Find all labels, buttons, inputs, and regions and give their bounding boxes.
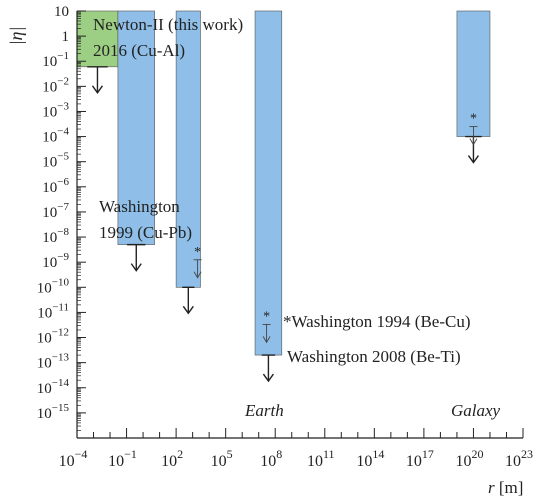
annotation-4: 1999 (Cu-Pb) [99, 223, 192, 242]
exclusion-bar-3 [175, 10, 201, 288]
x-tick-label: 105 [211, 447, 233, 470]
arrow-head [467, 155, 480, 164]
star-arrowhead-1 [193, 271, 202, 279]
x-tick-label: 1017 [406, 447, 434, 470]
annotation-3: Washington [99, 197, 180, 216]
annotations: Newton-II (this work) 2016 (Cu-Al) Washing… [93, 15, 501, 420]
star-arrowhead-2 [262, 336, 271, 344]
y-tick-label: 10−4 [42, 126, 69, 146]
star-markers: * * * [193, 112, 478, 344]
exclusion-bars [76, 10, 491, 383]
y-tick-label: 10−2 [42, 75, 69, 95]
x-tick-label: 1011 [307, 447, 335, 470]
arrow-head [182, 305, 194, 315]
y-tick-label: 10−15 [37, 402, 70, 422]
x-axis-label: r [m] [488, 478, 523, 497]
exclusion-bar-1 [76, 10, 119, 68]
x-tick-label: 10−1 [108, 447, 137, 470]
y-tick-label: 10−5 [42, 151, 69, 171]
bound-arrow-2 [130, 244, 142, 272]
arrow-head [130, 263, 142, 272]
y-tick-label: 10−1 [42, 50, 69, 70]
y-axis-label: |η| [6, 27, 26, 46]
x-tick-label: 102 [161, 447, 183, 470]
bound-arrow-4 [262, 355, 274, 383]
annotation-7: Earth [244, 401, 284, 420]
arrow-head [262, 373, 274, 383]
annotation-2: 2016 (Cu-Al) [93, 41, 185, 60]
y-tick-label: 10−13 [37, 352, 70, 372]
y-tick-label: 10−10 [37, 276, 70, 296]
star-symbol-1: * [194, 245, 201, 260]
x-tick-label: 1023 [505, 447, 533, 470]
y-tick-label: 10−9 [42, 251, 69, 271]
y-tick-label: 10−7 [42, 201, 69, 221]
bound-arrow-3 [182, 287, 194, 315]
star-symbol-3: * [470, 112, 477, 127]
annotation-6: Washington 2008 (Be-Ti) [287, 347, 461, 366]
y-tick-label: 10−8 [42, 226, 69, 246]
exclusion-bar-4 [254, 10, 283, 356]
y-tick-label: 10−14 [37, 377, 70, 397]
arrow-head [91, 85, 104, 95]
exclusion-bar-2 [117, 10, 155, 245]
x-tick-label: 108 [260, 447, 282, 470]
x-tick-label: 10−4 [59, 447, 88, 470]
y-tick-label: 10 [54, 4, 69, 20]
star-arrowhead-3 [469, 138, 478, 146]
y-tick-label: 1 [62, 29, 70, 45]
x-tick-label: 1020 [455, 447, 483, 470]
y-tick-label: 10−12 [37, 327, 69, 347]
annotation-1: Newton-II (this work) [93, 15, 243, 34]
annotation-8: Galaxy [451, 401, 501, 420]
y-tick-label: 10−6 [42, 176, 69, 196]
y-tick-label: 10−11 [37, 301, 69, 321]
bound-arrow-1 [91, 66, 104, 95]
annotation-5: *Washington 1994 (Be-Cu) [283, 312, 471, 331]
star-symbol-2: * [263, 309, 270, 324]
y-tick-label: 10−3 [42, 100, 69, 120]
x-tick-label: 1014 [356, 447, 384, 470]
